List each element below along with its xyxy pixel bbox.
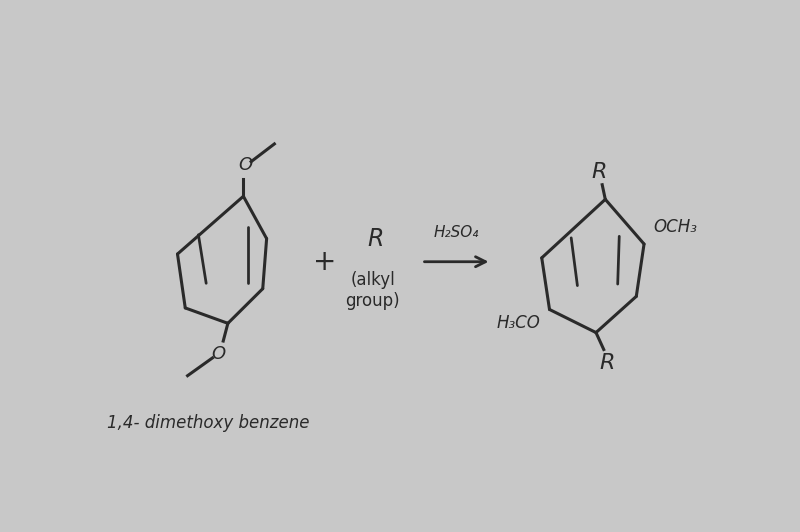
- Text: O: O: [238, 156, 252, 174]
- Text: R: R: [591, 162, 607, 182]
- Text: H₃CO: H₃CO: [496, 314, 540, 332]
- Text: +: +: [313, 248, 337, 276]
- Text: H₂SO₄: H₂SO₄: [434, 225, 479, 240]
- Text: R: R: [367, 227, 383, 251]
- Text: (alkyl
group): (alkyl group): [346, 271, 400, 310]
- Text: O: O: [211, 345, 226, 363]
- Text: R: R: [599, 353, 614, 373]
- Text: 1,4- dimethoxy benzene: 1,4- dimethoxy benzene: [107, 414, 310, 433]
- Text: OCH₃: OCH₃: [654, 218, 698, 236]
